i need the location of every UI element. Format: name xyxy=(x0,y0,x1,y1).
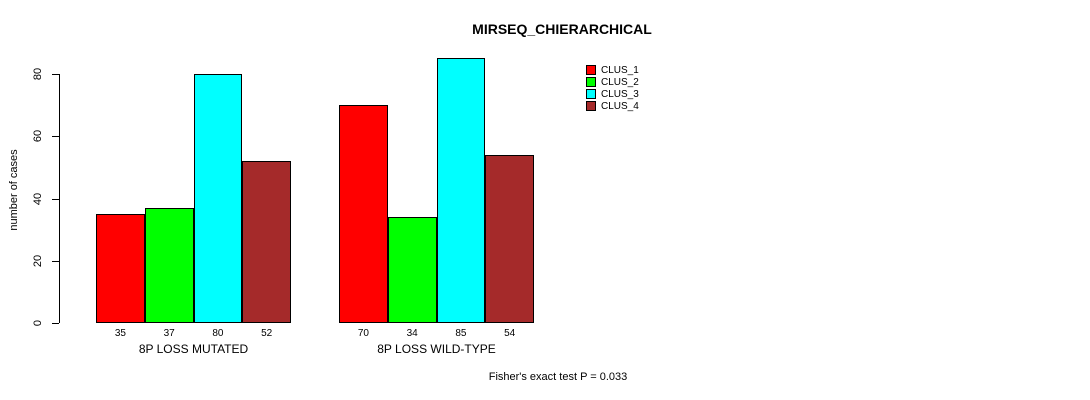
legend-label: CLUS_2 xyxy=(601,76,639,88)
y-tick-label: 20 xyxy=(32,254,44,267)
legend-swatch-clus_2 xyxy=(586,77,596,87)
y-tick-mark xyxy=(52,260,59,262)
group-label-2: 8P LOSS WILD-TYPE xyxy=(377,342,496,356)
bar-clus_1-group1 xyxy=(96,214,145,323)
bar-value-label: 34 xyxy=(406,328,418,339)
bar-clus_3-group1 xyxy=(193,74,243,323)
y-tick-label: 60 xyxy=(32,130,44,143)
bar-value-label: 52 xyxy=(261,328,273,339)
group-label-1: 8P LOSS MUTATED xyxy=(138,342,249,356)
footer-text: Fisher's exact test P = 0.033 xyxy=(488,371,628,383)
legend-label: CLUS_4 xyxy=(601,100,639,112)
y-tick-mark xyxy=(52,323,59,324)
y-axis-label: number of cases xyxy=(8,149,20,231)
legend-row-clus_4: CLUS_4 xyxy=(586,100,639,112)
chart-title: MIRSEQ_CHIERARCHICAL xyxy=(472,21,652,37)
y-tick-mark xyxy=(52,198,59,200)
bar-clus_4-group1 xyxy=(242,161,291,323)
y-tick-label: 0 xyxy=(32,319,44,327)
y-tick-mark xyxy=(52,136,59,138)
bar-clus_2-group1 xyxy=(144,207,194,323)
bar-value-label: 85 xyxy=(455,328,467,339)
bar-value-label: 37 xyxy=(163,328,175,339)
legend: CLUS_1 CLUS_2 CLUS_3 CLUS_4 xyxy=(586,64,639,112)
legend-row-clus_1: CLUS_1 xyxy=(586,64,639,76)
legend-row-clus_2: CLUS_2 xyxy=(586,76,639,88)
y-tick-label: 80 xyxy=(32,67,44,81)
bar-value-label: 80 xyxy=(212,328,224,339)
bar-value-label: 35 xyxy=(114,328,126,339)
legend-swatch-clus_1 xyxy=(586,65,596,75)
legend-swatch-clus_3 xyxy=(586,89,596,99)
bar-clus_3-group2 xyxy=(436,58,486,323)
y-tick-mark xyxy=(52,74,59,75)
bar-clus_1-group2 xyxy=(339,105,388,323)
y-tick-label: 40 xyxy=(32,192,44,205)
legend-row-clus_3: CLUS_3 xyxy=(586,88,639,100)
bar-clus_2-group2 xyxy=(387,217,437,323)
bar-value-label: 54 xyxy=(504,328,516,339)
bar-clus_4-group2 xyxy=(485,154,534,323)
legend-label: CLUS_3 xyxy=(601,88,639,100)
bar-value-label: 70 xyxy=(357,328,369,339)
legend-swatch-clus_4 xyxy=(586,101,596,111)
y-axis-line xyxy=(59,74,60,323)
legend-label: CLUS_1 xyxy=(601,64,639,76)
